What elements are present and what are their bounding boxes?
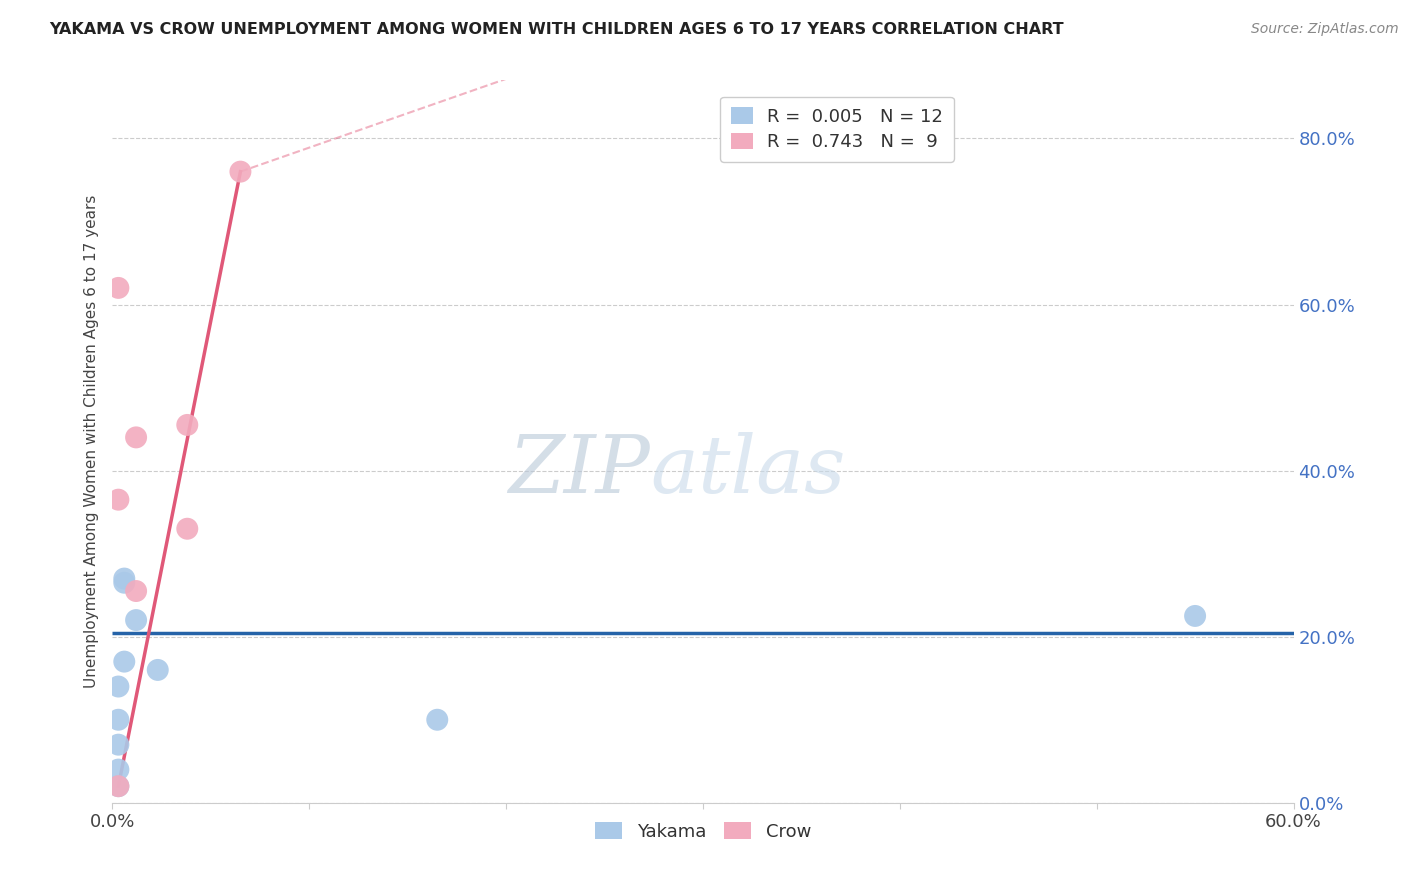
Point: [176, 522, 198, 536]
Legend: Yakama, Crow: Yakama, Crow: [588, 815, 818, 848]
Point: [107, 763, 129, 777]
Point: [107, 281, 129, 295]
Point: [107, 680, 129, 694]
Point: [125, 584, 148, 599]
Point: [107, 713, 129, 727]
Point: [426, 713, 449, 727]
Point: [125, 613, 148, 627]
Point: [146, 663, 169, 677]
Point: [112, 655, 135, 669]
Point: [1184, 609, 1206, 624]
Point: [107, 821, 129, 835]
Point: [176, 417, 198, 432]
Y-axis label: Unemployment Among Women with Children Ages 6 to 17 years: Unemployment Among Women with Children A…: [83, 194, 98, 689]
Text: ZIP: ZIP: [508, 432, 650, 509]
Text: YAKAMA VS CROW UNEMPLOYMENT AMONG WOMEN WITH CHILDREN AGES 6 TO 17 YEARS CORRELA: YAKAMA VS CROW UNEMPLOYMENT AMONG WOMEN …: [49, 22, 1064, 37]
Point: [112, 575, 135, 590]
Point: [112, 572, 135, 586]
Point: [107, 779, 129, 793]
Point: [229, 164, 252, 178]
Text: Source: ZipAtlas.com: Source: ZipAtlas.com: [1251, 22, 1399, 37]
Point: [107, 779, 129, 793]
Point: [107, 492, 129, 507]
Text: atlas: atlas: [650, 432, 845, 509]
Point: [107, 738, 129, 752]
Point: [125, 430, 148, 444]
